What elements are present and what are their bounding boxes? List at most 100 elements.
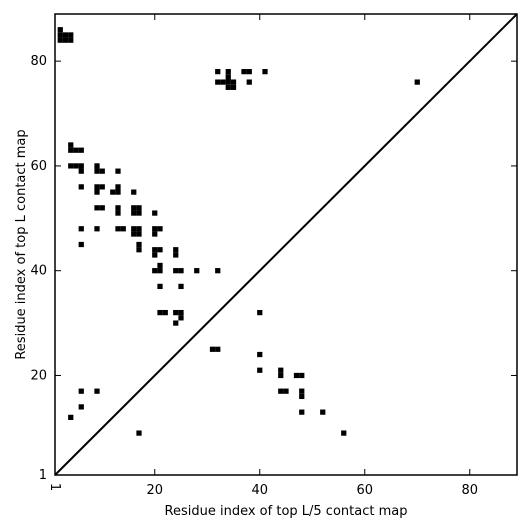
- contact-cell-lower: [94, 388, 100, 394]
- contact-cell-lower: [299, 393, 305, 400]
- contact-cell-lower: [78, 388, 84, 394]
- contact-cell-upper: [94, 226, 100, 232]
- contact-cell-upper: [136, 247, 142, 253]
- contact-cell-upper: [162, 309, 168, 316]
- contact-cell-upper: [131, 189, 137, 195]
- contact-cell-upper: [136, 241, 142, 248]
- x-tick-label: 40: [251, 483, 268, 498]
- contact-cell-upper: [57, 32, 63, 38]
- contact-cell-upper: [115, 184, 121, 190]
- contact-cell-lower: [257, 367, 263, 373]
- contact-cell-upper: [173, 252, 179, 258]
- contact-cell-upper: [78, 168, 84, 174]
- contact-cell-upper: [246, 69, 252, 75]
- contact-cell-upper: [215, 79, 221, 85]
- y-tick-label: 40: [30, 264, 47, 279]
- contact-cell-upper: [262, 69, 268, 75]
- contact-cell-upper: [115, 205, 121, 211]
- contact-cell-lower: [299, 388, 305, 394]
- x-tick-label: 80: [461, 483, 478, 498]
- x-tick-label: 20: [146, 483, 163, 498]
- contact-cell-upper: [78, 226, 84, 232]
- contact-cell-upper: [178, 268, 184, 274]
- contact-cell-upper: [152, 226, 158, 232]
- contact-cell-upper: [230, 84, 237, 90]
- contact-cell-upper: [62, 37, 69, 43]
- y-tick-label: 60: [30, 159, 47, 174]
- contact-cell-upper: [94, 163, 100, 169]
- y-tick-label: 1: [39, 468, 47, 483]
- contact-cell-upper: [131, 205, 137, 211]
- contact-cell-upper: [157, 283, 163, 290]
- contact-cell-upper: [68, 32, 74, 38]
- contact-cell-upper: [131, 231, 137, 237]
- contact-cell-upper: [136, 205, 142, 211]
- y-tick-label: 80: [30, 54, 47, 69]
- contact-cell-upper: [68, 163, 74, 169]
- contact-cell-upper: [157, 226, 163, 232]
- plot-frame: [54, 13, 518, 476]
- contact-cell-upper: [94, 168, 100, 174]
- contact-cell-lower: [136, 430, 142, 436]
- contact-cell-upper: [131, 210, 137, 216]
- contact-cell-upper: [173, 247, 179, 253]
- contact-cell-upper: [225, 69, 231, 75]
- contact-cell-upper: [152, 252, 158, 258]
- contact-cell-upper: [136, 231, 142, 237]
- contact-cell-upper: [131, 226, 137, 232]
- contact-cell-upper: [78, 184, 84, 190]
- contact-cell-upper: [152, 231, 158, 237]
- contact-cell-upper: [173, 309, 179, 316]
- contact-cell-lower: [257, 309, 263, 316]
- contact-cell-upper: [99, 205, 105, 211]
- contact-cell-lower: [293, 372, 300, 379]
- contact-cell-upper: [152, 247, 158, 253]
- contact-cell-lower: [299, 409, 305, 415]
- contact-cell-upper: [178, 315, 184, 321]
- contact-cell-upper: [68, 142, 74, 148]
- diagonal-line: [54, 13, 518, 476]
- y-axis-label: Residue index of top L contact map: [14, 129, 29, 359]
- contact-cell-upper: [215, 268, 221, 274]
- contact-cell-upper: [157, 247, 163, 253]
- x-axis-ticks: 1 20 40 60 80: [47, 14, 478, 498]
- contact-cell-upper: [178, 309, 184, 316]
- contact-cell-upper: [225, 84, 231, 90]
- contact-cell-upper: [157, 262, 163, 269]
- contact-cell-upper: [220, 79, 226, 85]
- contact-cell-lower: [78, 404, 84, 410]
- contact-cell-lower: [278, 372, 284, 379]
- contact-cell-upper: [78, 163, 84, 169]
- contact-cell-upper: [152, 210, 158, 216]
- contact-cell-upper: [209, 346, 216, 352]
- contact-cell-upper: [115, 210, 121, 216]
- contact-cell-upper: [78, 241, 84, 248]
- contact-cell-upper: [57, 37, 63, 43]
- y-tick-label: 20: [30, 368, 47, 383]
- contact-cell-upper: [94, 189, 100, 195]
- contact-cell-upper: [99, 168, 105, 174]
- contact-cell-upper: [194, 268, 200, 274]
- x-tick-label: 1: [47, 483, 62, 491]
- contact-cell-lower: [299, 372, 305, 379]
- contact-cell-upper: [136, 226, 142, 232]
- contact-cell-upper: [246, 79, 252, 85]
- upper-left-contacts: [57, 27, 420, 352]
- contact-cell-upper: [110, 189, 116, 195]
- x-tick-label: 60: [356, 483, 373, 498]
- x-axis-label: Residue index of top L/5 contact map: [165, 504, 408, 519]
- contact-cell-lower: [320, 409, 326, 415]
- contact-cell-lower: [257, 351, 263, 358]
- contact-cell-upper: [225, 74, 231, 80]
- contact-cell-upper: [115, 226, 121, 232]
- contact-cell-upper: [157, 309, 163, 316]
- contact-cell-upper: [414, 79, 420, 85]
- contact-cell-upper: [115, 168, 121, 174]
- contact-cell-upper: [68, 37, 74, 43]
- contact-cell-upper: [173, 268, 179, 274]
- y-axis-ticks: 1 20 40 60 80: [30, 54, 517, 483]
- contact-cell-upper: [62, 32, 69, 38]
- contact-cell-upper: [57, 27, 63, 33]
- contact-cell-upper: [115, 189, 121, 195]
